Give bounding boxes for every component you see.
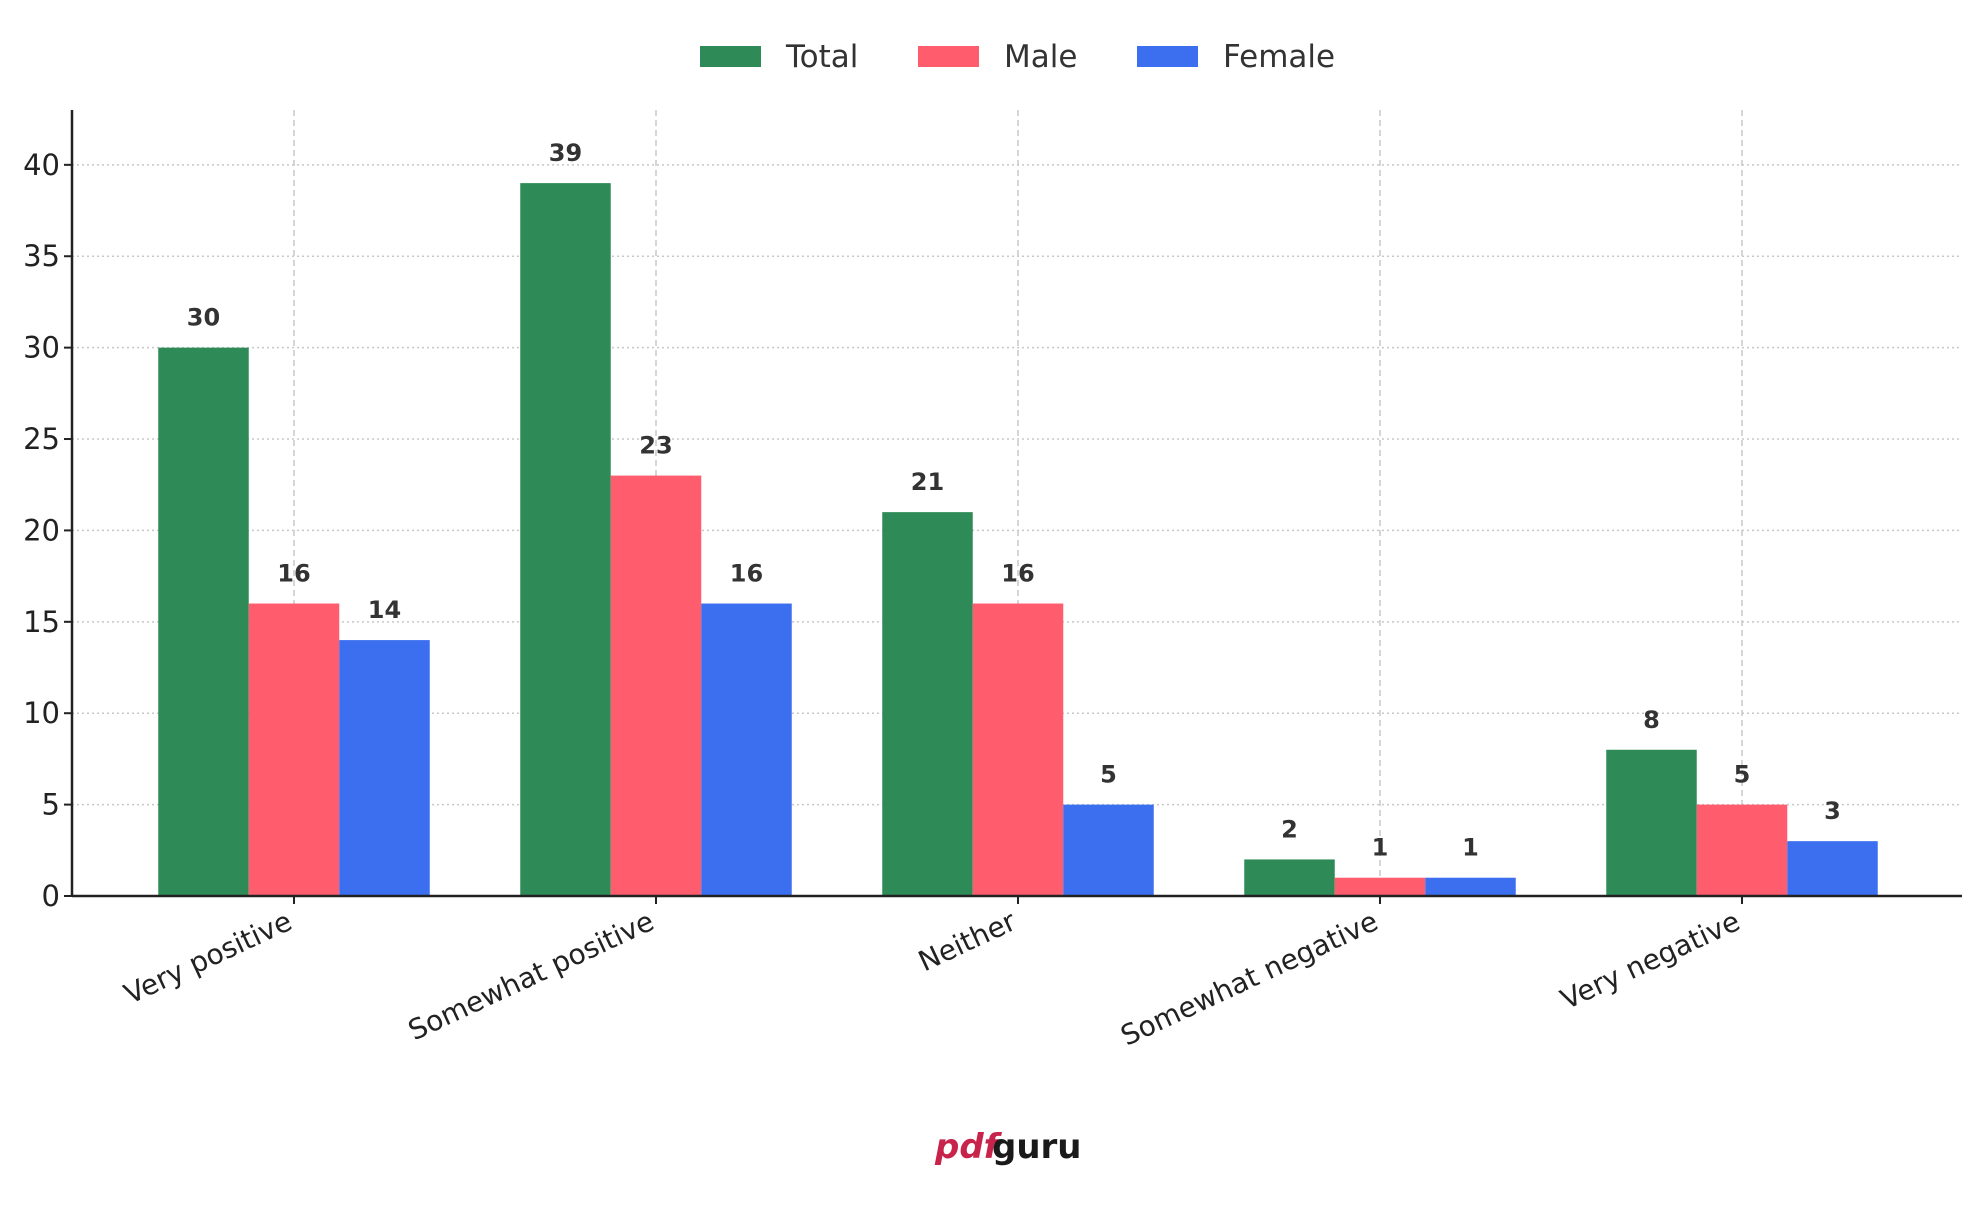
y-tick-label: 35 — [23, 239, 60, 273]
bar-male — [972, 603, 1064, 896]
bar-female — [339, 640, 430, 896]
bar-male — [1334, 877, 1426, 896]
bar-total — [520, 183, 611, 896]
bar-total — [158, 347, 249, 896]
y-tick-label: 5 — [42, 788, 60, 822]
legend-label-total: Total — [785, 39, 858, 75]
watermark-guru: guru — [992, 1127, 1082, 1167]
value-label: 39 — [549, 139, 582, 167]
value-label: 5 — [1734, 761, 1751, 789]
value-label: 14 — [368, 596, 401, 624]
y-tick-label: 15 — [23, 605, 60, 639]
value-label: 16 — [730, 560, 763, 588]
watermark-pdf: pdf — [934, 1127, 1003, 1167]
bar-female — [1063, 804, 1154, 896]
legend-swatch-male — [918, 46, 979, 67]
legend-label-female: Female — [1223, 39, 1335, 75]
value-label: 8 — [1643, 706, 1660, 734]
bar-female — [1787, 841, 1878, 896]
x-tick-label: Neither — [913, 904, 1021, 978]
y-tick-label: 10 — [23, 696, 60, 730]
bar-female — [701, 603, 792, 896]
x-tick-label: Very positive — [119, 904, 297, 1010]
bar-male — [610, 475, 702, 896]
x-tick-label: Somewhat negative — [1116, 904, 1383, 1052]
watermark: pdf guru — [934, 1127, 1082, 1167]
bar-total — [882, 512, 973, 896]
value-label: 23 — [639, 432, 672, 460]
x-axis-ticks: Very positive Somewhat positive Neither Som… — [119, 896, 1745, 1052]
value-label: 1 — [1462, 834, 1479, 862]
value-label: 16 — [1001, 560, 1034, 588]
bar-male — [248, 603, 340, 896]
y-tick-label: 0 — [42, 879, 60, 913]
legend-swatch-female — [1137, 46, 1198, 67]
bar-female — [1425, 877, 1516, 896]
value-label: 16 — [277, 560, 310, 588]
y-tick-label: 40 — [23, 148, 60, 182]
value-label: 5 — [1100, 761, 1117, 789]
value-label: 30 — [187, 304, 220, 332]
y-tick-label: 30 — [23, 331, 60, 365]
legend-label-male: Male — [1004, 39, 1077, 75]
bar-total — [1244, 859, 1335, 896]
value-label: 2 — [1281, 815, 1298, 843]
bar-total — [1606, 749, 1697, 896]
x-tick-label: Very negative — [1555, 904, 1744, 1016]
value-label: 21 — [911, 468, 944, 496]
y-tick-label: 20 — [23, 513, 60, 547]
bars — [158, 183, 1878, 896]
y-tick-label: 25 — [23, 422, 60, 456]
value-label: 3 — [1824, 797, 1841, 825]
y-axis-ticks: 0 5 10 15 20 25 30 35 40 — [23, 148, 72, 913]
legend-swatch-total — [700, 46, 761, 67]
legend: Total Male Female — [700, 39, 1335, 75]
x-tick-label: Somewhat positive — [403, 904, 659, 1047]
value-label: 1 — [1372, 834, 1389, 862]
bar-male — [1696, 804, 1788, 896]
